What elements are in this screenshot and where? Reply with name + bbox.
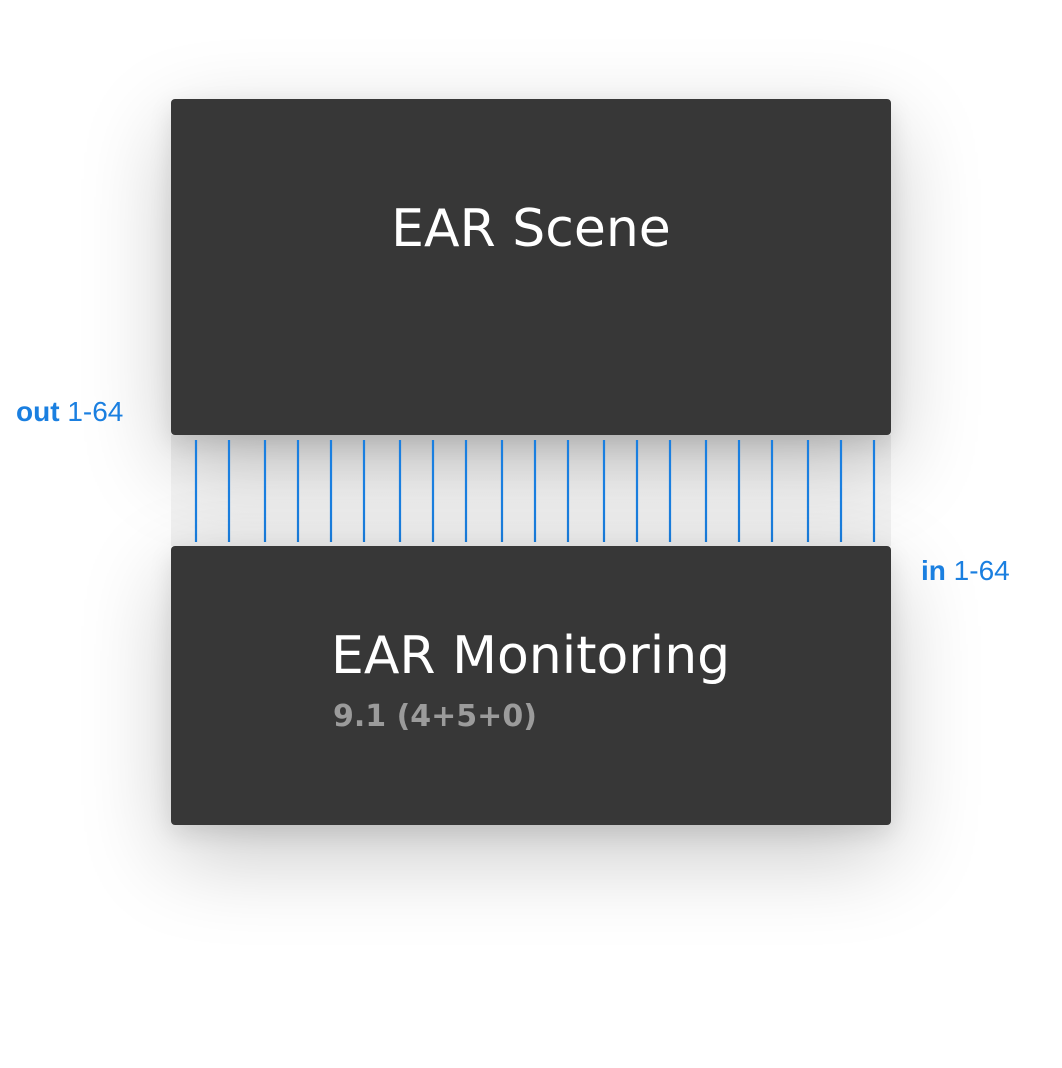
ear-monitoring-block[interactable]: EAR Monitoring 9.1 (4+5+0) [171, 546, 891, 825]
ear-scene-block[interactable]: EAR Scene [171, 99, 891, 435]
in-port-range: 1-64 [953, 555, 1010, 586]
out-port-label: out 1-64 [16, 398, 123, 426]
channel-connector-band [171, 435, 891, 546]
in-port-label: in 1-64 [921, 557, 1010, 585]
channel-connector-lines [194, 440, 876, 542]
ear-scene-title: EAR Scene [391, 199, 671, 259]
in-port-name: in [921, 555, 946, 586]
ear-monitoring-version: 9.1 (4+5+0) [333, 699, 537, 734]
out-port-range: 1-64 [67, 396, 124, 427]
ear-monitoring-title: EAR Monitoring [331, 626, 731, 686]
out-port-name: out [16, 396, 60, 427]
